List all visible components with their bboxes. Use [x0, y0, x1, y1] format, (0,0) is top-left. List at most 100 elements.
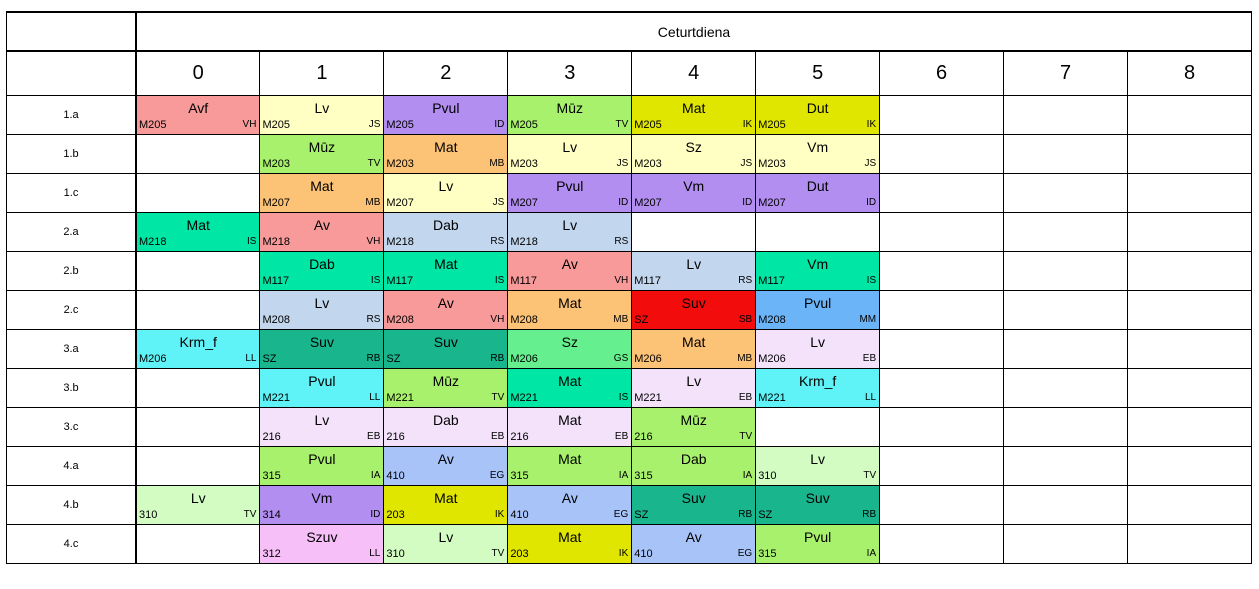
lesson-cell[interactable]: Vm 314 ID: [259, 485, 385, 525]
lesson-teacher: RB: [862, 509, 877, 520]
lesson-block: Mat 216 EB: [509, 409, 631, 446]
lesson-cell[interactable]: Avf M205 VH: [135, 95, 261, 135]
lesson-cell[interactable]: Av 410 EG: [631, 524, 757, 564]
lesson-teacher: EB: [862, 353, 877, 364]
class-label: 3.a: [6, 329, 137, 369]
lesson-subject: Mat: [682, 100, 706, 116]
lesson-room: M206: [139, 353, 167, 365]
lesson-cell[interactable]: Pvul M221 LL: [259, 368, 385, 408]
lesson-cell[interactable]: Lv M218 RS: [507, 212, 633, 252]
lesson-cell[interactable]: Pvul 315 IA: [259, 446, 385, 486]
lesson-cell[interactable]: Mūz M221 TV: [383, 368, 509, 408]
lesson-teacher: IS: [246, 236, 257, 247]
lesson-subject: Lv: [810, 334, 826, 350]
lesson-cell[interactable]: Av 410 EG: [507, 485, 633, 525]
lesson-cell[interactable]: Mat M206 MB: [631, 329, 757, 369]
lesson-block: Suv SZ RB: [385, 331, 507, 368]
lesson-cell[interactable]: Krm_f M221 LL: [755, 368, 881, 408]
lesson-cell[interactable]: Dut M207 ID: [755, 173, 881, 213]
lesson-cell[interactable]: Vm M207 ID: [631, 173, 757, 213]
lesson-room: M221: [386, 392, 414, 404]
lesson-block: Dab M218 RS: [385, 214, 507, 251]
lesson-cell[interactable]: Lv M207 JS: [383, 173, 509, 213]
lesson-cell[interactable]: Av 410 EG: [383, 446, 509, 486]
lesson-cell[interactable]: Dab 216 EB: [383, 407, 509, 447]
lesson-subject: Mat: [434, 256, 458, 272]
empty-cell: [1127, 251, 1252, 291]
lesson-room: M207: [262, 197, 290, 209]
lesson-subject: Suv: [309, 334, 334, 350]
lesson-cell[interactable]: Pvul M205 ID: [383, 95, 509, 135]
lesson-cell[interactable]: Pvul M207 ID: [507, 173, 633, 213]
lesson-cell[interactable]: Mat M117 IS: [383, 251, 509, 291]
lesson-cell[interactable]: Mūz M203 TV: [259, 134, 385, 174]
lesson-cell[interactable]: Sz M203 JS: [631, 134, 757, 174]
lesson-cell[interactable]: Lv 310 TV: [135, 485, 261, 525]
lesson-cell[interactable]: Dab M218 RS: [383, 212, 509, 252]
lesson-cell[interactable]: Mat M221 IS: [507, 368, 633, 408]
lesson-cell[interactable]: Pvul 315 IA: [755, 524, 881, 564]
lesson-cell[interactable]: Av M218 VH: [259, 212, 385, 252]
lesson-cell[interactable]: Dut M205 IK: [755, 95, 881, 135]
lesson-subject: Pvul: [556, 178, 584, 194]
lesson-cell[interactable]: Mat M218 IS: [135, 212, 261, 252]
lesson-cell[interactable]: Dab 315 IA: [631, 446, 757, 486]
lesson-cell[interactable]: Mat 203 IK: [383, 485, 509, 525]
lesson-cell[interactable]: Lv M203 JS: [507, 134, 633, 174]
lesson-cell[interactable]: Vm M117 IS: [755, 251, 881, 291]
lesson-teacher: ID: [494, 119, 505, 130]
lesson-room: M221: [634, 392, 662, 404]
lesson-cell[interactable]: Lv M208 RS: [259, 290, 385, 330]
lesson-block: Vm 314 ID: [261, 487, 383, 524]
lesson-cell[interactable]: Mat M207 MB: [259, 173, 385, 213]
lesson-cell[interactable]: Lv M221 EB: [631, 368, 757, 408]
lesson-block: Dut M207 ID: [757, 175, 879, 212]
lesson-cell[interactable]: Mat M208 MB: [507, 290, 633, 330]
lesson-cell[interactable]: Lv M117 RS: [631, 251, 757, 291]
lesson-cell[interactable]: Mat M203 MB: [383, 134, 509, 174]
lesson-room: M208: [510, 314, 538, 326]
lesson-cell[interactable]: Lv M206 EB: [755, 329, 881, 369]
lesson-cell[interactable]: Lv 216 EB: [259, 407, 385, 447]
lesson-block: Vm M117 IS: [757, 253, 879, 290]
lesson-cell[interactable]: Pvul M208 MM: [755, 290, 881, 330]
lesson-teacher: VH: [366, 236, 381, 247]
lesson-cell[interactable]: Suv SZ SB: [631, 290, 757, 330]
period-header: 3: [507, 50, 633, 96]
lesson-room: 315: [510, 470, 529, 482]
lesson-cell[interactable]: Mat M205 IK: [631, 95, 757, 135]
lesson-teacher: JS: [864, 158, 877, 169]
lesson-room: 310: [139, 509, 158, 521]
lesson-cell[interactable]: Suv SZ RB: [383, 329, 509, 369]
lesson-block: Lv 216 EB: [261, 409, 383, 446]
empty-cell: [1003, 95, 1128, 135]
lesson-block: Mat 315 IA: [509, 448, 631, 485]
lesson-cell[interactable]: Suv SZ RB: [631, 485, 757, 525]
lesson-cell[interactable]: Lv 310 TV: [755, 446, 881, 486]
lesson-block: Lv M208 RS: [261, 292, 383, 329]
lesson-cell[interactable]: Lv M205 JS: [259, 95, 385, 135]
lesson-cell[interactable]: Mat 203 IK: [507, 524, 633, 564]
lesson-room: M203: [386, 158, 414, 170]
lesson-teacher: IS: [494, 275, 505, 286]
lesson-subject: Mat: [310, 178, 334, 194]
lesson-cell[interactable]: Sz M206 GS: [507, 329, 633, 369]
lesson-cell[interactable]: Mūz 216 TV: [631, 407, 757, 447]
lesson-cell[interactable]: Mat 216 EB: [507, 407, 633, 447]
lesson-cell[interactable]: Suv SZ RB: [755, 485, 881, 525]
lesson-cell[interactable]: Av M208 VH: [383, 290, 509, 330]
lesson-block: Suv SZ SB: [633, 292, 755, 329]
lesson-cell[interactable]: Krm_f M206 LL: [135, 329, 261, 369]
lesson-cell[interactable]: Suv SZ RB: [259, 329, 385, 369]
lesson-block: Av 410 EG: [509, 487, 631, 524]
lesson-cell[interactable]: Mūz M205 TV: [507, 95, 633, 135]
lesson-room: M221: [262, 392, 290, 404]
lesson-cell[interactable]: Szuv 312 LL: [259, 524, 385, 564]
lesson-block: Av M208 VH: [385, 292, 507, 329]
lesson-room: 314: [262, 509, 281, 521]
lesson-cell[interactable]: Lv 310 TV: [383, 524, 509, 564]
lesson-cell[interactable]: Av M117 VH: [507, 251, 633, 291]
lesson-cell[interactable]: Dab M117 IS: [259, 251, 385, 291]
lesson-cell[interactable]: Vm M203 JS: [755, 134, 881, 174]
lesson-cell[interactable]: Mat 315 IA: [507, 446, 633, 486]
